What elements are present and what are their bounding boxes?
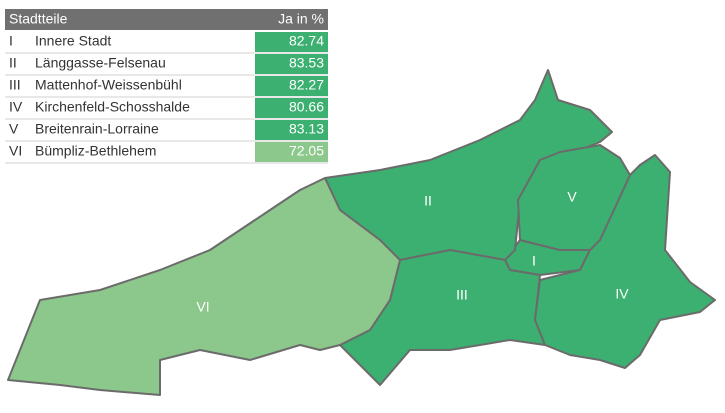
row-value: 82.27 — [289, 77, 324, 93]
header-label: Ja in % — [278, 11, 324, 27]
district-region — [534, 154, 716, 369]
value-cell — [255, 54, 328, 74]
row-value: 82.74 — [289, 33, 324, 49]
header-label: Stadtteile — [9, 11, 68, 27]
row-numeral: VI — [9, 143, 22, 159]
table-header — [5, 9, 328, 30]
value-cell — [255, 76, 328, 96]
row-numeral: IV — [9, 99, 23, 115]
district-label: III — [456, 287, 468, 303]
row-value: 80.66 — [289, 99, 324, 115]
value-cell — [255, 98, 328, 118]
district-label: I — [532, 253, 536, 269]
row-name: Länggasse-Felsenau — [35, 55, 166, 71]
row-name: Innere Stadt — [35, 33, 111, 49]
row-name: Breitenrain-Lorraine — [35, 121, 159, 137]
row-name: Kirchenfeld-Schosshalde — [35, 99, 190, 115]
value-cell — [255, 142, 328, 162]
row-value: 83.53 — [289, 55, 324, 71]
row-value: 72.05 — [289, 143, 324, 159]
row-numeral: I — [9, 33, 13, 49]
district-label: IV — [615, 286, 629, 302]
row-name: Mattenhof-Weissenbühl — [35, 77, 182, 93]
district-region — [517, 144, 631, 251]
row-numeral: V — [9, 121, 19, 137]
district-label: II — [424, 193, 432, 209]
row-name: Bümpliz-Bethlehem — [35, 143, 156, 159]
district-label: V — [567, 189, 577, 205]
row-value: 83.13 — [289, 121, 324, 137]
district-label: VI — [196, 299, 209, 315]
value-cell — [255, 32, 328, 52]
district-region — [7, 177, 401, 396]
row-numeral: III — [9, 77, 21, 93]
value-cell — [255, 120, 328, 140]
row-numeral: II — [9, 55, 17, 71]
